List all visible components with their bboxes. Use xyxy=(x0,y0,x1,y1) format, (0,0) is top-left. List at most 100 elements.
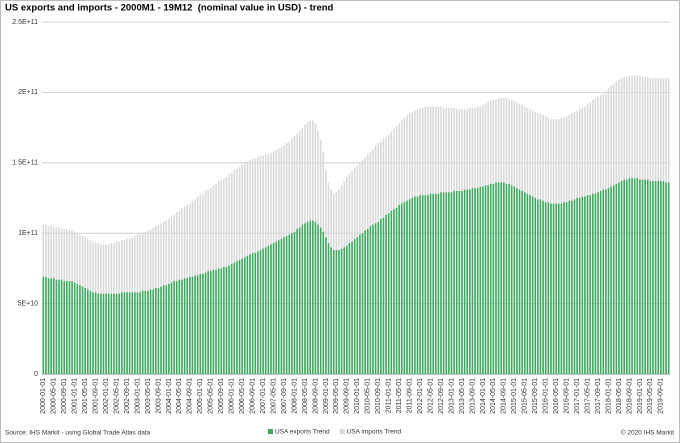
bar xyxy=(419,195,421,374)
bar xyxy=(573,199,576,374)
bar xyxy=(568,200,571,374)
bar xyxy=(563,202,565,374)
bar xyxy=(592,193,594,374)
bar xyxy=(262,248,264,374)
bar xyxy=(209,271,212,374)
bar xyxy=(162,285,165,374)
bar xyxy=(126,292,128,374)
bar xyxy=(665,182,667,374)
bar xyxy=(204,272,207,374)
bar xyxy=(322,231,325,374)
bar xyxy=(89,290,92,374)
bar xyxy=(254,252,257,374)
bar xyxy=(387,213,390,374)
bar xyxy=(340,248,343,374)
x-tick-label: 2011-01-01 xyxy=(386,378,393,413)
bar xyxy=(298,227,301,374)
x-tick-label: 2011-09-01 xyxy=(406,378,413,413)
bar xyxy=(369,226,372,374)
x-tick-label: 2015-01-01 xyxy=(511,378,518,414)
x-tick-label: 2008-05-01 xyxy=(302,378,309,414)
y-tick-label: 1E+11 xyxy=(18,230,38,237)
x-tick-label: 2002-09-01 xyxy=(124,378,131,414)
bar xyxy=(285,236,288,374)
bar xyxy=(503,182,505,374)
bar xyxy=(408,199,411,374)
bar xyxy=(291,233,293,374)
bar xyxy=(584,196,586,374)
bar xyxy=(251,252,254,374)
bar xyxy=(469,189,471,374)
bar xyxy=(633,178,636,374)
bar xyxy=(183,278,186,374)
bar xyxy=(76,283,79,374)
bar xyxy=(521,190,523,374)
x-tick-label: 2016-05-01 xyxy=(553,378,560,414)
x-tick-label: 2005-09-01 xyxy=(218,378,225,414)
bar xyxy=(644,179,646,374)
bar xyxy=(267,245,270,374)
x-tick-label: 2004-01-01 xyxy=(166,378,173,414)
bar xyxy=(199,274,202,374)
bar xyxy=(94,292,97,374)
bar xyxy=(550,203,552,374)
bar xyxy=(513,186,516,374)
bar xyxy=(552,203,555,374)
bar xyxy=(165,285,168,374)
bar xyxy=(325,237,327,374)
bar xyxy=(380,219,382,374)
bar xyxy=(314,221,317,374)
bar xyxy=(474,188,476,374)
x-tick-label: 2015-09-01 xyxy=(532,378,539,414)
bar xyxy=(390,210,393,374)
x-tick-label: 2016-01-01 xyxy=(543,378,550,414)
bar xyxy=(257,251,259,374)
x-tick-label: 2016-09-01 xyxy=(563,378,570,414)
bar xyxy=(71,281,73,374)
bar xyxy=(484,185,487,374)
x-tick-label: 2005-01-01 xyxy=(197,378,204,414)
bar xyxy=(115,293,118,374)
x-tick-label: 2017-09-01 xyxy=(595,378,602,414)
bar xyxy=(220,268,223,374)
bar xyxy=(471,188,474,374)
y-tick-label: 2.5E+11 xyxy=(12,19,38,26)
y-tick-label: 5E+10 xyxy=(18,300,39,307)
bar xyxy=(455,190,458,374)
bar xyxy=(68,281,71,374)
bar xyxy=(398,205,400,374)
bar xyxy=(212,269,215,374)
bar xyxy=(118,293,120,374)
bar xyxy=(186,278,189,374)
bar xyxy=(144,290,147,374)
x-tick-label: 2000-01-01 xyxy=(40,378,47,414)
bar xyxy=(141,290,144,374)
bar xyxy=(128,292,131,374)
bar xyxy=(505,183,508,374)
bar xyxy=(50,278,52,374)
bar xyxy=(230,264,233,374)
bar xyxy=(189,276,191,374)
bar xyxy=(599,190,602,374)
x-tick-label: 2010-09-01 xyxy=(375,378,382,414)
bar xyxy=(155,288,157,374)
bar xyxy=(278,240,280,374)
bar xyxy=(87,289,89,374)
bar xyxy=(586,195,589,374)
x-tick-label: 2000-05-01 xyxy=(51,378,58,414)
copyright-note: © 2020 IHS Markit xyxy=(621,429,674,437)
x-tick-label: 2002-05-01 xyxy=(113,378,120,414)
bar xyxy=(576,198,578,374)
x-tick-label: 2000-09-01 xyxy=(61,378,68,414)
bar xyxy=(660,181,662,374)
bar xyxy=(301,224,304,374)
bar xyxy=(482,186,484,374)
x-tick-label: 2006-01-01 xyxy=(229,378,236,414)
bar xyxy=(458,190,461,374)
bar xyxy=(270,244,272,374)
bar xyxy=(597,192,599,374)
bar xyxy=(495,182,497,374)
bar xyxy=(319,227,322,374)
bar xyxy=(280,238,283,374)
x-tick-label: 2009-09-01 xyxy=(344,378,351,414)
